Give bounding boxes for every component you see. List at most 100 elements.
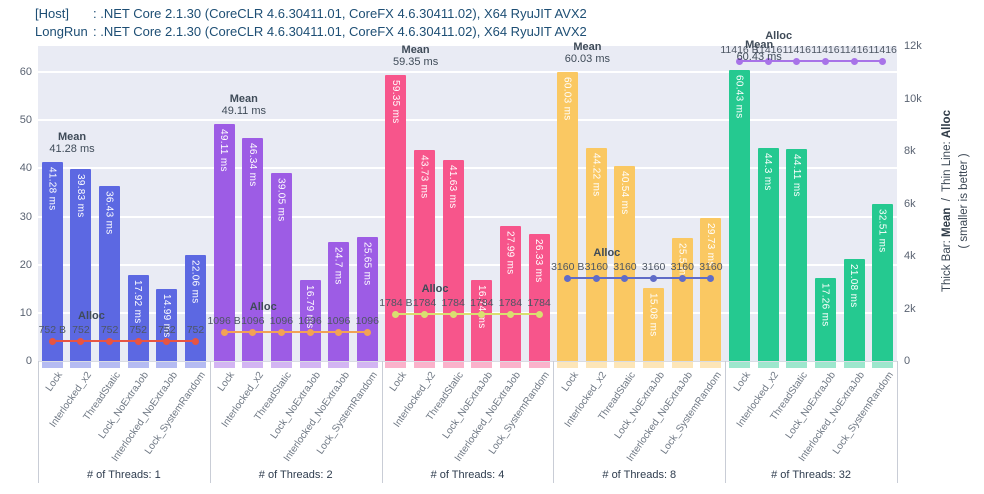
bar-Interlocked_x2[interactable]	[242, 137, 264, 361]
bar-ThreadStatic[interactable]	[614, 165, 636, 361]
mean-annotation-title: Mean	[57, 131, 87, 144]
bar-Lock[interactable]	[41, 162, 63, 361]
bar-Lock_NoExtraJob[interactable]	[814, 277, 836, 361]
bar-Lock[interactable]	[213, 124, 235, 361]
bar-Lock_SystemRandom[interactable]	[700, 217, 722, 361]
gridline-10	[38, 311, 897, 314]
alloc-point[interactable]	[77, 337, 85, 345]
alloc-point[interactable]	[535, 310, 543, 318]
bar-Lock_NoExtraJob[interactable]	[643, 288, 665, 361]
bar-Lock[interactable]	[557, 71, 579, 361]
bar-baseline-stub	[156, 362, 178, 368]
bar-value-label: 49.11 ms	[218, 129, 230, 173]
group-separator	[897, 361, 898, 483]
bar-Interlocked_NoExtraJob[interactable]	[843, 259, 865, 361]
bar-Interlocked_NoExtraJob[interactable]	[671, 238, 693, 361]
y-left-tick-0: 0	[25, 355, 32, 367]
alloc-point[interactable]	[106, 337, 114, 345]
bar-baseline-stub	[127, 362, 149, 368]
alloc-point[interactable]	[249, 328, 257, 336]
bar-Lock_SystemRandom[interactable]	[356, 237, 378, 361]
bar-baseline-stub	[242, 362, 264, 368]
bar-baseline-stub	[213, 362, 235, 368]
alloc-point[interactable]	[163, 337, 171, 345]
alloc-value-label: 1096 B	[207, 315, 241, 328]
bar-Lock_NoExtraJob[interactable]	[127, 274, 149, 361]
bar-Lock_NoExtraJob[interactable]	[471, 280, 493, 361]
bar-value-label: 39.05 ms	[275, 177, 287, 222]
alloc-point[interactable]	[306, 328, 314, 336]
group-label-threads-4: # of Threads: 4	[430, 469, 505, 481]
alloc-point[interactable]	[48, 337, 56, 345]
bar-Interlocked_x2[interactable]	[585, 148, 607, 361]
bar-Lock_SystemRandom[interactable]	[528, 234, 550, 361]
bar-value-label: 14.99 ms	[160, 293, 172, 338]
bar-baseline-stub	[786, 362, 808, 368]
alloc-value-label: 1096	[241, 315, 265, 328]
alloc-point[interactable]	[879, 57, 887, 65]
bar-ThreadStatic[interactable]	[99, 185, 121, 361]
bar-Interlocked_x2[interactable]	[757, 147, 779, 361]
alloc-point[interactable]	[793, 57, 801, 65]
alloc-point[interactable]	[335, 328, 343, 336]
bar-ThreadStatic[interactable]	[442, 160, 464, 361]
alloc-point[interactable]	[506, 310, 514, 318]
alloc-value-label: 11416	[753, 44, 783, 57]
alloc-point[interactable]	[191, 337, 199, 345]
alloc-value-label: 752	[158, 324, 176, 337]
bar-value-label: 43.73 ms	[418, 155, 430, 199]
y-right-tick-8k: 8k	[904, 145, 916, 157]
y-right-tick-6k: 6k	[904, 197, 916, 210]
bar-value-label: 17.26 ms	[819, 282, 831, 327]
bar-Lock[interactable]	[729, 69, 751, 361]
y-left-tick-30: 30	[19, 210, 32, 223]
alloc-point[interactable]	[421, 310, 429, 318]
bar-Interlocked_NoExtraJob[interactable]	[499, 226, 521, 361]
bar-baseline-stub	[414, 362, 436, 368]
bar-value-label: 15.08 ms	[647, 293, 659, 337]
runtime-line-host: [Host]: .NET Core 2.1.30 (CoreCLR 4.6.30…	[35, 6, 587, 21]
y-right-tick-12k: 12k	[904, 40, 922, 52]
alloc-point[interactable]	[764, 57, 772, 65]
alloc-point[interactable]	[220, 328, 228, 336]
alloc-point[interactable]	[707, 274, 715, 282]
bar-ThreadStatic[interactable]	[786, 148, 808, 361]
bar-baseline-stub	[471, 362, 493, 368]
alloc-value-label: 1784	[498, 297, 523, 310]
alloc-point[interactable]	[650, 274, 658, 282]
alloc-point[interactable]	[363, 328, 371, 336]
alloc-point[interactable]	[564, 274, 572, 282]
alloc-value-label: 1096	[355, 315, 379, 328]
mean-annotation-value: 41.28 ms	[49, 143, 95, 156]
bar-ThreadStatic[interactable]	[270, 172, 292, 361]
group-separator	[553, 361, 555, 483]
bar-Lock_NoExtraJob[interactable]	[299, 280, 321, 361]
y-right-tick-0: 0	[904, 355, 911, 367]
mean-annotation-value: 59.35 ms	[392, 56, 439, 69]
bar-Lock_SystemRandom[interactable]	[184, 254, 206, 361]
bar-Lock[interactable]	[385, 75, 407, 361]
bar-Interlocked_x2[interactable]	[414, 150, 436, 361]
group-separator	[38, 361, 39, 483]
alloc-point[interactable]	[821, 57, 829, 65]
alloc-point[interactable]	[277, 328, 285, 336]
alloc-point[interactable]	[592, 274, 600, 282]
alloc-point[interactable]	[621, 274, 629, 282]
alloc-point[interactable]	[478, 310, 486, 318]
y-left-tick-10: 10	[19, 306, 32, 319]
alloc-point[interactable]	[678, 274, 686, 282]
bar-Interlocked_NoExtraJob[interactable]	[156, 288, 178, 361]
alloc-point[interactable]	[850, 57, 858, 65]
alloc-point[interactable]	[134, 337, 142, 345]
bar-Interlocked_x2[interactable]	[70, 169, 92, 361]
mean-annotation-title: Mean	[573, 40, 602, 53]
runtime-longrun-label: LongRun	[35, 24, 88, 39]
group-label-threads-1: # of Threads: 1	[87, 469, 161, 481]
alloc-point[interactable]	[392, 310, 400, 318]
alloc-value-label: 11416	[868, 44, 897, 57]
alloc-annotation-title: Alloc	[765, 30, 793, 43]
alloc-point[interactable]	[449, 310, 457, 318]
bar-Lock_SystemRandom[interactable]	[872, 204, 894, 361]
alloc-point[interactable]	[736, 57, 744, 65]
gridline-50	[38, 119, 897, 122]
